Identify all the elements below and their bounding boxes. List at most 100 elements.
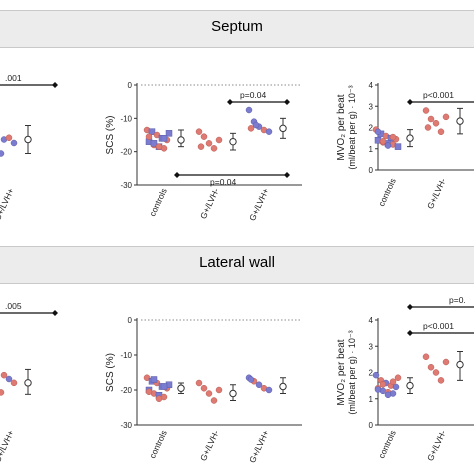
significance-marker	[407, 304, 413, 310]
data-point	[372, 371, 380, 379]
data-point	[427, 364, 435, 371]
significance-marker	[52, 310, 58, 316]
y-tick-label: 1	[369, 145, 374, 154]
significance-marker	[407, 99, 413, 105]
mean-marker	[279, 382, 287, 391]
data-point	[384, 142, 392, 149]
significance-marker	[227, 99, 233, 105]
y-axis-label-units: (ml/beat per g) · 10⁻³	[347, 330, 357, 414]
y-tick-label: 2	[369, 124, 374, 133]
data-point	[424, 124, 432, 131]
data-point	[437, 377, 445, 384]
data-point	[5, 134, 13, 141]
significance-marker	[52, 82, 58, 88]
y-tick-label: -30	[120, 181, 132, 190]
significance-marker	[174, 172, 180, 178]
y-tick-label: 3	[369, 342, 374, 351]
data-point	[0, 389, 5, 396]
data-point	[255, 381, 263, 388]
data-point	[195, 128, 203, 135]
data-point	[379, 381, 387, 388]
data-point	[205, 390, 213, 397]
data-point	[200, 133, 208, 140]
data-point	[432, 120, 440, 127]
y-tick-label: 3	[369, 102, 374, 111]
data-point	[215, 386, 223, 394]
y-tick-label: -10	[120, 351, 132, 360]
significance-marker	[284, 172, 290, 178]
y-tick-label: 4	[369, 81, 374, 90]
significance-label: .005	[5, 301, 22, 311]
data-point	[10, 139, 18, 147]
mean-marker	[279, 124, 287, 133]
y-tick-label: 1	[369, 395, 374, 404]
significance-marker	[284, 99, 290, 105]
data-point	[145, 133, 153, 140]
data-point	[150, 140, 158, 147]
x-category-label: G+/LVH-	[198, 428, 221, 462]
mean-marker	[406, 381, 414, 390]
data-point	[0, 371, 8, 379]
mean-marker	[177, 384, 185, 392]
x-category-label: controls	[147, 187, 169, 218]
x-category-label: G+/LVH+	[247, 429, 271, 465]
data-point	[389, 378, 397, 385]
x-category-label: G+/LVH+	[0, 429, 16, 465]
x-category-label: G+/LVH+	[247, 187, 271, 223]
data-point	[10, 379, 18, 387]
data-point	[215, 136, 223, 144]
data-point	[0, 150, 5, 157]
y-axis-label: MVO₂ per beat	[336, 339, 347, 405]
y-axis-label: MVO₂ per beat	[336, 94, 347, 160]
data-point	[265, 386, 273, 394]
data-point	[374, 128, 382, 135]
data-point	[143, 374, 151, 381]
significance-label: p=0.04	[240, 90, 267, 100]
data-point	[422, 107, 430, 114]
data-point	[442, 358, 450, 366]
data-point	[153, 131, 161, 139]
y-tick-label: 0	[369, 421, 374, 430]
data-point	[392, 383, 400, 391]
mean-marker	[456, 360, 464, 369]
data-point	[155, 395, 163, 402]
data-point	[247, 125, 255, 132]
data-point	[389, 133, 397, 141]
data-point	[252, 121, 260, 129]
data-point	[442, 113, 450, 121]
mean-marker	[24, 379, 32, 387]
y-tick-label: -30	[120, 421, 132, 430]
significance-label: p=0.	[449, 295, 466, 305]
data-point	[145, 388, 153, 395]
mean-marker	[229, 137, 237, 146]
mean-marker	[456, 117, 464, 125]
significance-label: p<0.001	[423, 90, 454, 100]
y-axis-label: SCS (%)	[105, 353, 116, 392]
x-category-label: G+/LVH-	[425, 428, 448, 462]
data-point	[197, 143, 205, 150]
section-title-septum: Septum	[211, 18, 263, 35]
y-tick-label: -20	[120, 386, 132, 395]
data-point	[394, 143, 402, 150]
x-category-label: controls	[376, 429, 398, 460]
section-band-septum	[0, 10, 474, 48]
data-point	[5, 375, 13, 383]
y-tick-label: -20	[120, 148, 132, 157]
data-point	[210, 145, 218, 152]
y-axis-label: SCS (%)	[105, 116, 116, 155]
y-tick-label: -10	[120, 114, 132, 123]
x-category-label: controls	[147, 429, 169, 460]
section-title-lateral-wall: Lateral wall	[199, 254, 275, 271]
x-category-label: G+/LVH-	[425, 176, 448, 210]
significance-label: p=0.04	[210, 177, 237, 187]
mean-marker	[406, 134, 414, 142]
section-band-lateral-wall	[0, 246, 474, 284]
y-tick-label: 0	[128, 316, 133, 325]
mean-marker	[229, 389, 237, 398]
data-point	[160, 135, 168, 142]
mean-marker	[24, 135, 32, 144]
y-tick-label: 0	[369, 166, 374, 175]
data-point	[374, 386, 382, 393]
